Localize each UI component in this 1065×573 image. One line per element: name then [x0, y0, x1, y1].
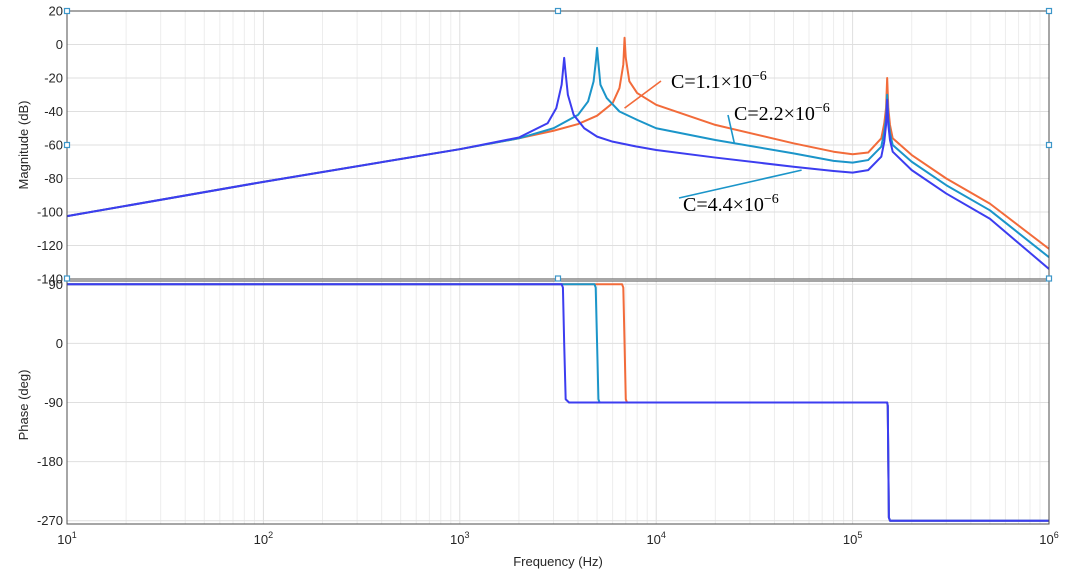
- y-tick-label: -40: [44, 104, 63, 119]
- y-tick-label: -100: [37, 205, 63, 220]
- annotation-leader-line: [624, 80, 662, 109]
- magnitude-panel: 20 0 -20 -40 -60 -80 -100 -120 -140 C=1.1×10−6 C=2…: [37, 4, 1053, 287]
- annotation-leader-line: [678, 169, 802, 199]
- axes-resize-handle[interactable]: [63, 275, 71, 282]
- frequency-axis-label: Frequency (Hz): [513, 554, 603, 569]
- y-tick-label: -140: [37, 272, 63, 287]
- y-tick-label: -80: [44, 171, 63, 186]
- magnitude-series-line: [67, 56, 1049, 270]
- y-tick-label: -60: [44, 138, 63, 153]
- y-tick-label: -120: [37, 238, 63, 253]
- y-tick-label: -270: [37, 513, 63, 528]
- phase-axis-label: Phase (deg): [16, 370, 31, 441]
- y-tick-label: -180: [37, 454, 63, 469]
- axes-resize-handle[interactable]: [554, 7, 562, 15]
- axes-resize-handle[interactable]: [1045, 7, 1053, 15]
- y-tick-label: 90: [49, 277, 63, 292]
- y-tick-label: -90: [44, 395, 63, 410]
- phase-series-line: [67, 283, 1049, 522]
- y-tick-label: 0: [56, 336, 63, 351]
- capacitance-annotation: C=1.1×10−6: [671, 69, 767, 93]
- axes-resize-handle[interactable]: [63, 141, 71, 149]
- x-tick-label: 106: [1039, 530, 1058, 547]
- y-tick-label: -20: [44, 71, 63, 86]
- y-tick-label: 0: [56, 37, 63, 52]
- axes-resize-handle[interactable]: [554, 275, 562, 282]
- annotation-leader-line: [727, 114, 736, 144]
- axes-resize-handle[interactable]: [1045, 275, 1053, 282]
- capacitance-annotation: C=2.2×10−6: [734, 101, 830, 125]
- axes-resize-handle[interactable]: [1045, 141, 1053, 149]
- x-tick-label: 104: [646, 530, 665, 547]
- x-tick-label: 105: [843, 530, 862, 547]
- y-tick-label: 20: [49, 4, 63, 19]
- x-tick-label: 101: [57, 530, 76, 547]
- phase-panel: 90 0 -90 -180 -270 101 102 103 104 105 106: [37, 275, 1059, 547]
- magnitude-axis-label: Magnitude (dB): [16, 101, 31, 190]
- x-tick-label: 102: [254, 530, 273, 547]
- axes-resize-handle[interactable]: [63, 7, 71, 15]
- capacitance-annotation: C=4.4×10−6: [683, 192, 779, 216]
- x-tick-label: 103: [450, 530, 469, 547]
